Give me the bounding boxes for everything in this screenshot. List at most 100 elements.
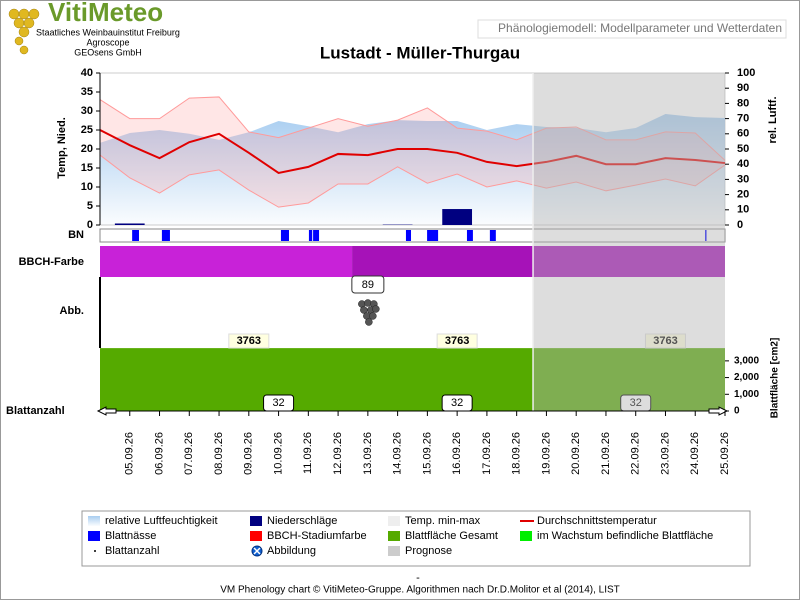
- leaf-count-label: 32: [630, 397, 642, 409]
- legend-symbol: [250, 516, 262, 526]
- legend-label: relative Luftfeuchtigkeit: [105, 515, 218, 527]
- x-tick-label: 16.09.26: [451, 432, 463, 475]
- y3-tick-label: 2,000: [734, 372, 759, 383]
- temp-mean-line: [99, 129, 726, 175]
- leaf-wetness: [132, 230, 139, 241]
- y-tick-label: 25: [81, 124, 93, 136]
- leaf-count-label: 32: [272, 397, 284, 409]
- y3-tick-label: 3,000: [734, 356, 759, 367]
- y-axis-title: Temp, Nied.: [56, 117, 68, 179]
- y-tick-label: 20: [81, 143, 93, 155]
- bbch-period: [352, 246, 725, 277]
- y-tick-label: 15: [81, 162, 93, 174]
- leaf-wetness: [489, 230, 496, 241]
- tab[interactable]: [477, 19, 787, 39]
- temp-high-line: [99, 96, 726, 161]
- y-tick-label: 35: [81, 86, 93, 98]
- y2-tick-label: 40: [737, 158, 749, 170]
- bbch-period: [100, 246, 353, 277]
- legend-symbol: [88, 516, 100, 526]
- legend-label: Abbildung: [267, 545, 316, 557]
- scroll-right: [708, 406, 729, 416]
- legend-symbol: [253, 547, 261, 555]
- leaf-wetness: [313, 230, 320, 241]
- x-tick-label: 05.09.26: [124, 432, 136, 475]
- x-tick-label: 19.09.26: [540, 432, 552, 475]
- precip-bar: [114, 223, 145, 225]
- x-tick-label: 11.09.26: [302, 432, 314, 474]
- scroll-left: [96, 406, 117, 416]
- x-tick-label: 10.09.26: [272, 432, 284, 475]
- leaf-count-label: 32: [451, 397, 463, 409]
- leaf-area-label: 3763: [237, 335, 261, 347]
- y2-tick-label: 80: [737, 97, 749, 109]
- y2-tick-label: 0: [737, 219, 743, 231]
- stage-label: 89: [362, 279, 374, 291]
- x-tick-label: 06.09.26: [153, 432, 165, 475]
- y-tick-label: 10: [81, 181, 93, 193]
- leaf-wetness: [308, 230, 313, 241]
- org-line: Agroscope: [86, 37, 129, 47]
- leaf-area-label: 3763: [653, 335, 677, 347]
- row-label: Blattanzahl: [6, 405, 65, 417]
- humidity-area: [100, 114, 725, 225]
- row-label: BBCH-Farbe: [19, 256, 84, 268]
- x-tick-label: 14.09.26: [392, 432, 404, 475]
- legend-label: Blattanzahl: [105, 545, 159, 557]
- legend-symbol: [388, 516, 400, 526]
- precip-bar: [442, 209, 473, 225]
- tab-label[interactable]: Phänologiemodell: Modellparameter und We…: [498, 21, 782, 35]
- leaf-wetness: [427, 230, 439, 241]
- y2-tick-label: 90: [737, 82, 749, 94]
- y2-tick-label: 10: [737, 204, 749, 216]
- x-tick-label: 15.09.26: [421, 432, 433, 475]
- legend-symbol: [88, 531, 100, 541]
- legend-label: Blattnässe: [105, 530, 156, 542]
- y-tick-label: 40: [81, 67, 93, 79]
- y-tick-label: 0: [87, 219, 93, 231]
- row-label: BN: [68, 229, 84, 241]
- leaf-area-box: [228, 333, 270, 349]
- x-tick-label: 09.09.26: [243, 432, 255, 475]
- x-tick-label: 12.09.26: [332, 432, 344, 475]
- grape: [372, 305, 380, 313]
- x-tick-label: 17.09.26: [481, 432, 493, 475]
- legend-label: Temp. min-max: [405, 515, 481, 527]
- x-tick-label: 25.09.26: [719, 432, 731, 475]
- x-tick-label: 18.09.26: [511, 432, 523, 475]
- y2-tick-label: 30: [737, 173, 749, 185]
- legend-symbol: [250, 531, 262, 541]
- temp-range-area: [100, 96, 725, 208]
- legend-symbol: [388, 531, 400, 541]
- leaf-wetness: [405, 230, 412, 241]
- legend-box: [81, 510, 751, 567]
- y3-tick-label: 1,000: [734, 389, 759, 400]
- temp-low-line: [99, 154, 726, 208]
- legend-label: BBCH-Stadiumfarbe: [267, 530, 367, 542]
- legend-label: im Wachstum befindliche Blattfläche: [537, 530, 713, 542]
- legend-symbol: [520, 531, 532, 541]
- leaf-wetness: [280, 230, 289, 241]
- leaf-wetness: [161, 230, 170, 241]
- x-tick-label: 23.09.26: [659, 432, 671, 475]
- y-tick-label: 5: [87, 200, 93, 212]
- leaf-area-label: 3763: [445, 335, 469, 347]
- y3-tick-label: 0: [734, 406, 740, 417]
- legend-label: Durchschnittstemperatur: [537, 515, 657, 527]
- legend-symbol: [388, 546, 400, 556]
- x-tick-label: 07.09.26: [183, 432, 195, 475]
- y3-axis-title: Blattfläche [cm2]: [770, 338, 781, 419]
- separator: -: [416, 572, 420, 584]
- y2-tick-label: 100: [737, 67, 755, 79]
- leaf-area-box: [436, 333, 478, 349]
- org-line: GEOsens GmbH: [74, 47, 142, 57]
- leaf-wetness: [705, 230, 707, 241]
- leaf-wetness: [466, 230, 473, 241]
- stage-box: [351, 275, 385, 294]
- leaf-area-box: [644, 333, 686, 349]
- chart-title: Lustadt - Müller-Thurgau: [320, 43, 520, 62]
- row-label: Abb.: [60, 305, 84, 317]
- y2-tick-label: 70: [737, 113, 749, 125]
- y-tick-label: 30: [81, 105, 93, 117]
